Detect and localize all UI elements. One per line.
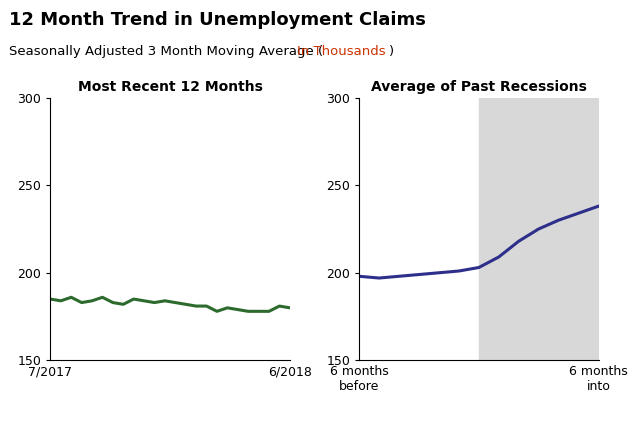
Text: 12 Month Trend in Unemployment Claims: 12 Month Trend in Unemployment Claims xyxy=(9,11,427,28)
Text: In Thousands: In Thousands xyxy=(297,45,386,58)
Title: Most Recent 12 Months: Most Recent 12 Months xyxy=(77,80,263,94)
Text: Seasonally Adjusted 3 Month Moving Average (: Seasonally Adjusted 3 Month Moving Avera… xyxy=(9,45,324,58)
Text: ): ) xyxy=(389,45,394,58)
Bar xyxy=(479,98,598,360)
Title: Average of Past Recessions: Average of Past Recessions xyxy=(371,80,587,94)
